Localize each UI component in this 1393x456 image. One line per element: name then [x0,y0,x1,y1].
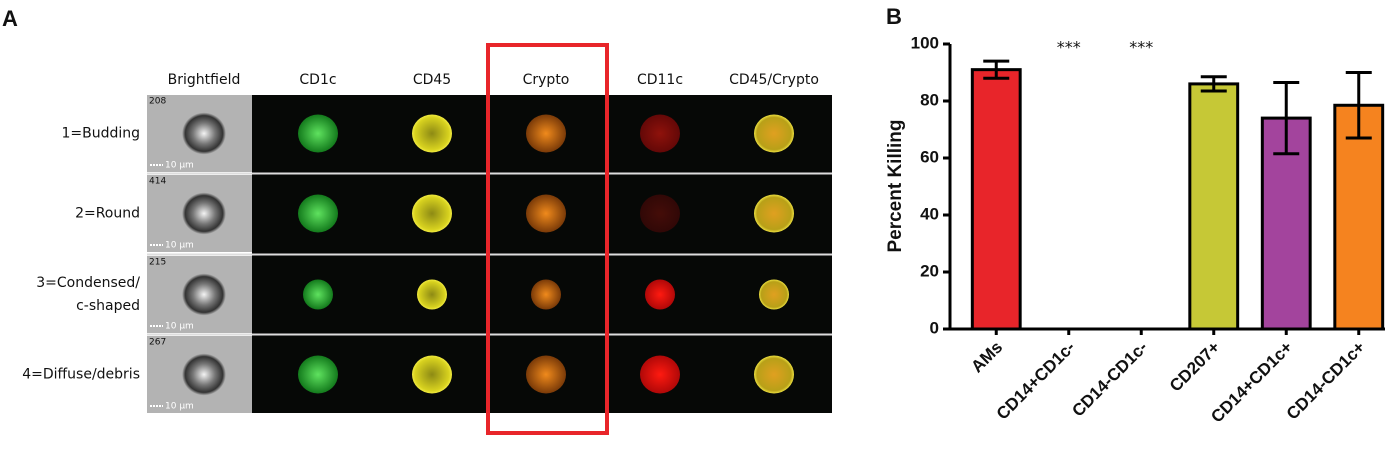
scale-label: 10 µm [165,402,194,412]
cell-image [182,353,226,396]
cell-image [754,114,794,153]
cell-image [298,194,338,233]
y-tick-label: 80 [920,90,939,109]
y-axis-label: Percent Killing [885,119,906,252]
cell-image [412,355,452,394]
scale-label: 10 µm [165,322,194,332]
row-label: 2=Round [75,206,140,222]
row-label: 4=Diffuse/debris [22,367,140,383]
cell-image [526,355,566,394]
scale-label: 10 µm [165,241,194,251]
cell-image [754,355,794,394]
column-header: CD11c [637,72,683,88]
column-header: CD45 [413,72,451,88]
scale-label: 10 µm [165,161,194,171]
image-id: 267 [149,338,166,348]
cell-image [182,112,226,155]
column-header: Crypto [523,72,570,88]
image-id: 414 [149,177,166,187]
cell-image [182,273,226,316]
y-tick-label: 40 [920,204,939,223]
cell-image [417,279,447,310]
x-tick-label: CD207+ [1166,338,1224,396]
column-header: CD1c [299,72,336,88]
image-id: 215 [149,258,166,268]
cell-image [182,192,226,235]
significance-label: *** [1129,38,1153,57]
cell-image [298,114,338,153]
cell-image [645,279,675,310]
cell-image [640,114,680,153]
panel-label: B [886,4,902,29]
cell-image [412,194,452,233]
cell-image [531,279,561,310]
cell-image [759,279,789,310]
significance-label: *** [1057,38,1081,57]
row-label: 3=Condensed/ [36,275,140,291]
cell-image [754,194,794,233]
row-label: c-shaped [76,298,140,314]
cell-image [526,194,566,233]
cell-image [303,279,333,310]
column-header: CD45/Crypto [729,72,819,88]
bar [970,68,1022,331]
x-tick-label: CD14+CD1c- [993,338,1079,424]
row-label: 1=Budding [61,126,140,142]
cell-image [412,114,452,153]
y-tick-label: 20 [920,261,939,280]
cell-image [640,194,680,233]
panel-label: A [2,6,18,31]
column-header: Brightfield [168,72,241,88]
cell-image [526,114,566,153]
cell-image [298,355,338,394]
x-tick-label: CD14-CD1c+ [1283,338,1369,424]
cell-image [640,355,680,394]
x-tick-label: AMs [967,338,1006,377]
y-tick-label: 0 [930,318,939,337]
y-tick-label: 60 [920,147,939,166]
bar [1188,82,1240,331]
highlight-box [486,43,609,435]
image-id: 208 [149,97,166,107]
image-grid: Brightfield CD1c CD45 Crypto CD11c CD45/Crypt… [22,72,832,413]
y-tick-label: 100 [911,33,939,52]
x-tick-label: CD14-CD1c- [1068,338,1151,421]
